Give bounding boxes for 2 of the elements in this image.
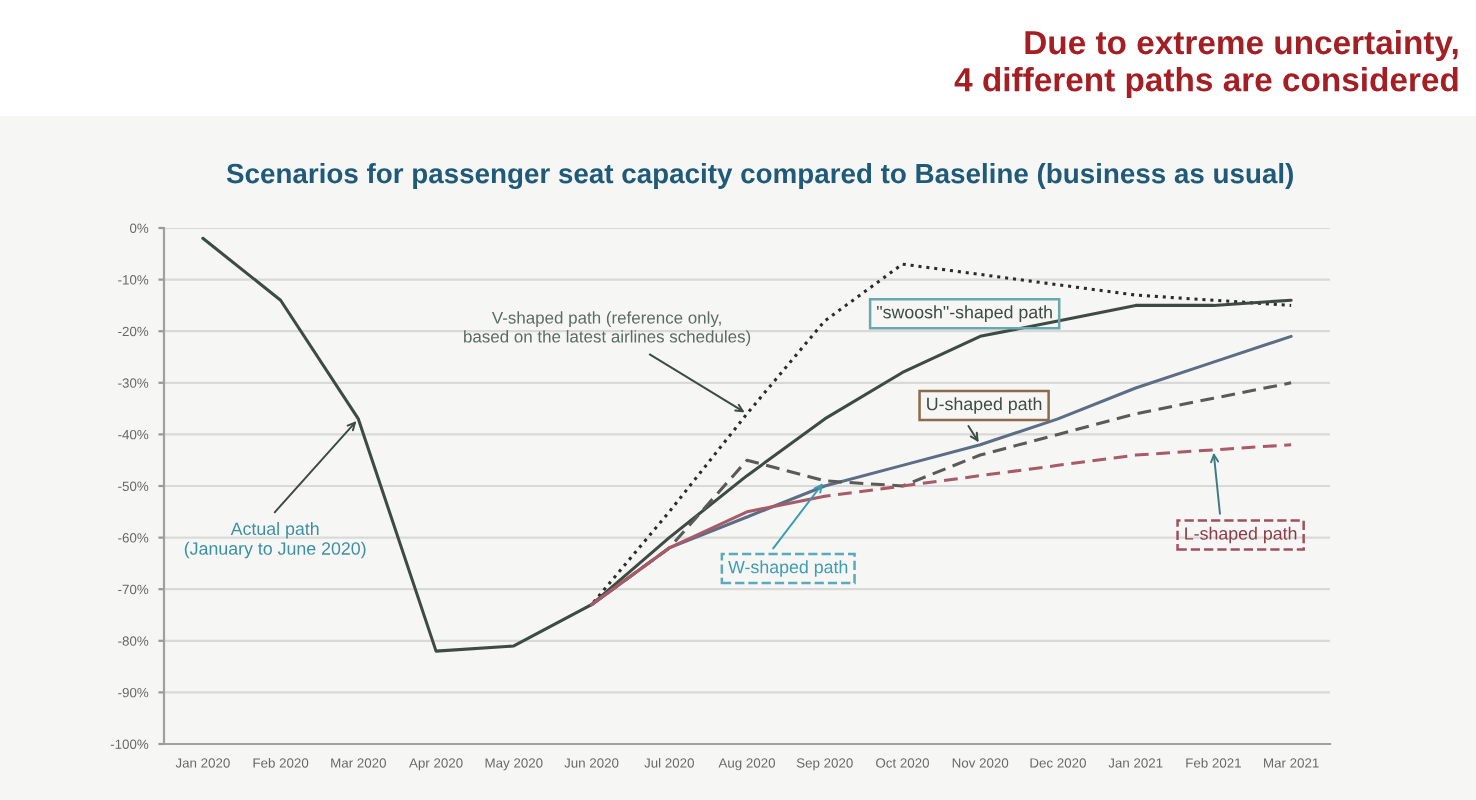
text: Due to extreme uncertainty, 4 different paths are considered bbox=[954, 29, 1458, 99]
chart-title: Scenarios for passenger seat capacity compared to Baseline (business as usual) bbox=[226, 162, 1293, 190]
